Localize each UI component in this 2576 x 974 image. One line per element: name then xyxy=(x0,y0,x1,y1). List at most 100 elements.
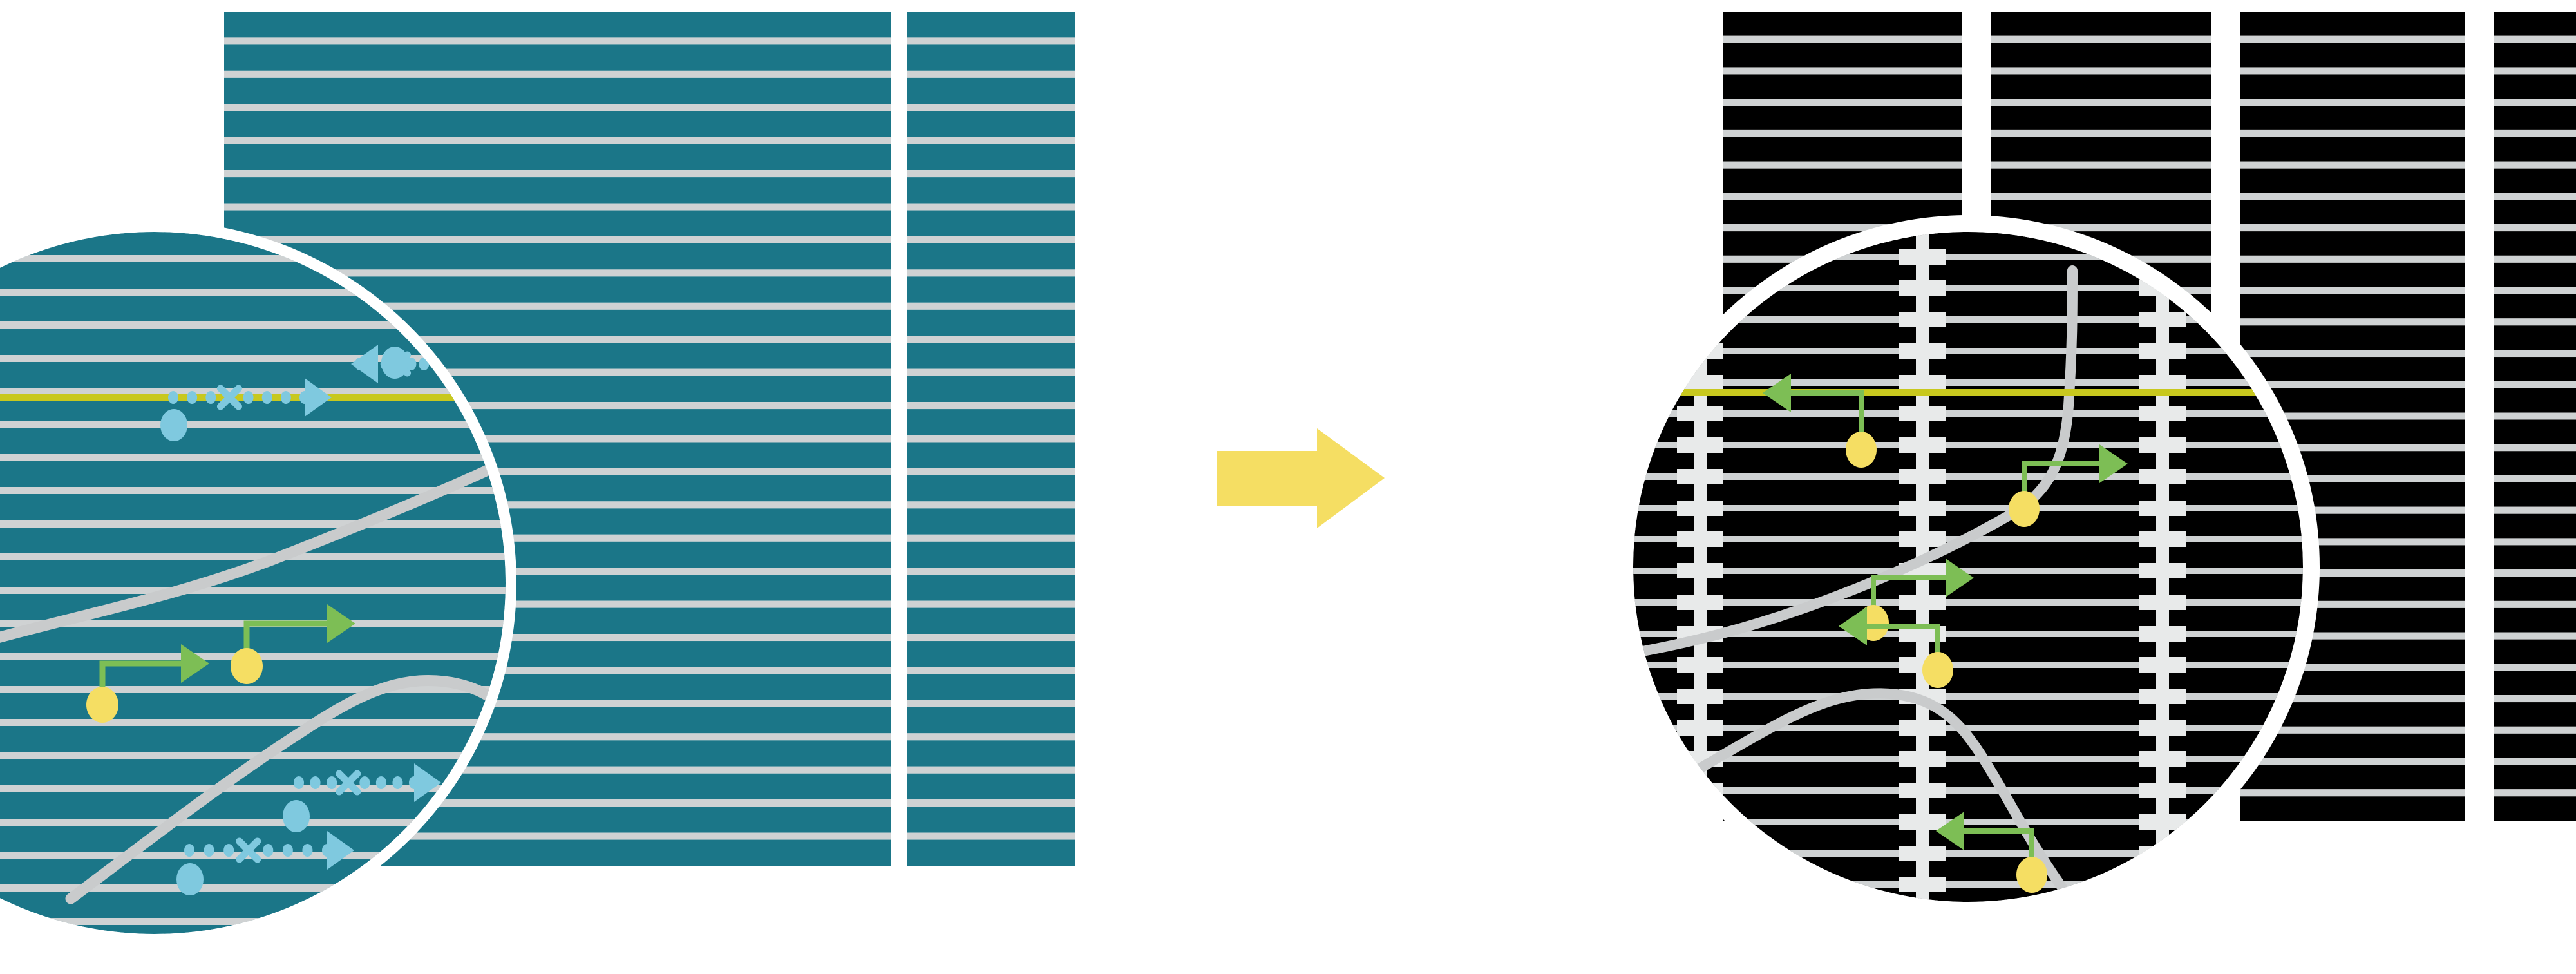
stripe-gridline xyxy=(2494,538,2576,546)
grid-crossing-tick xyxy=(2139,469,2186,484)
grid-crossing-tick xyxy=(1899,280,1946,296)
grid-crossing-tick xyxy=(2139,312,2186,327)
grid-crossing-tick xyxy=(1677,406,1723,421)
stripe-gridline xyxy=(907,170,1075,178)
stripe-bar xyxy=(1723,137,1962,162)
stripe-bar xyxy=(2494,294,2576,319)
magnifier-gridline xyxy=(0,454,506,461)
stripe-bar xyxy=(907,343,1075,369)
stripe-gridline xyxy=(2240,695,2465,703)
stripe-gridline xyxy=(2494,506,2576,514)
stripe-bar xyxy=(1991,74,2211,99)
stripe-gridline xyxy=(1723,67,1962,75)
stripe-gridline xyxy=(2240,381,2465,388)
magnifier-gridline-horizontal xyxy=(1633,850,2303,857)
dotted-arrow-dot xyxy=(280,391,291,404)
stripe-gridline xyxy=(224,634,891,642)
stripe-gridline xyxy=(2240,255,2465,263)
stripe-gridline xyxy=(2240,287,2465,294)
stripe-bar xyxy=(2240,168,2465,193)
stripe-bar xyxy=(1991,43,2211,68)
stripe-bar xyxy=(224,44,891,71)
arrowhead-right-icon xyxy=(305,378,332,417)
stripe-gridline xyxy=(2494,255,2576,263)
stripe-gridline xyxy=(224,700,891,707)
dotted-arrow-dot xyxy=(263,844,274,857)
grid-crossing-tick xyxy=(1677,437,1723,453)
stripe-bar xyxy=(2494,106,2576,130)
data-point-marker xyxy=(1922,652,1953,688)
stripe-gridline xyxy=(2494,318,2576,326)
stripe-gridline xyxy=(2240,506,2465,514)
arrowhead-right-icon xyxy=(2099,444,2128,483)
dotted-arrow-dot xyxy=(310,776,321,789)
dotted-arrow-dot xyxy=(375,776,386,789)
stripe-bar xyxy=(2494,482,2576,507)
stripe-bar xyxy=(2494,765,2576,790)
stripe-gridline xyxy=(2240,318,2465,326)
green-arrow-left-mid xyxy=(1839,607,1953,688)
stripe-gridline xyxy=(907,501,1075,509)
stripe-bar xyxy=(2494,702,2576,727)
stripe-gridline xyxy=(2494,475,2576,482)
stripe-bar xyxy=(907,177,1075,204)
grid-crossing-tick xyxy=(1899,343,1946,359)
stripe-gridline xyxy=(224,302,891,310)
grid-crossing-tick xyxy=(2139,563,2186,578)
stripe-gridline xyxy=(224,766,891,774)
dotted-arrow-right-lower-a xyxy=(283,763,441,832)
stripe-bar xyxy=(2240,765,2465,790)
right-magnifier-circle xyxy=(1633,232,2303,902)
stripe-bar xyxy=(2240,357,2465,381)
data-point-marker xyxy=(283,800,310,832)
grid-crossing-tick xyxy=(2139,375,2186,390)
stripe-gridline xyxy=(1991,161,2211,169)
stripe-bar xyxy=(2494,451,2576,475)
stripe-gridline xyxy=(1991,35,2211,43)
grid-crossing-tick xyxy=(1899,595,1946,610)
dotted-arrow-x-marker xyxy=(336,770,361,796)
stripe-gridline xyxy=(907,302,1075,310)
transition-right-arrow xyxy=(1217,428,1385,528)
stripe-gridline xyxy=(2240,538,2465,546)
stripe-gridline xyxy=(2494,129,2576,137)
grid-crossing-tick xyxy=(1899,375,1946,390)
stripe-gridline xyxy=(2494,758,2576,765)
stripe-bar xyxy=(224,77,891,104)
magnifier-gridline xyxy=(0,653,506,660)
dotted-arrow-dot xyxy=(223,844,234,857)
stripe-bar xyxy=(907,641,1075,667)
contour-curve-lower xyxy=(65,675,506,933)
stripe-gridline xyxy=(1723,99,1962,106)
grid-crossing-tick xyxy=(1899,249,1946,265)
stripe-bar xyxy=(2240,294,2465,319)
stripe-gridline xyxy=(224,667,891,674)
stripe-gridline xyxy=(2240,193,2465,200)
stripe-gridline xyxy=(907,534,1075,542)
stripe-gridline xyxy=(1723,35,1962,43)
stripe-gridline xyxy=(1723,129,1962,137)
stripe-gridline xyxy=(224,37,891,45)
stripe-gridline xyxy=(2494,569,2576,577)
magnifier-gridline xyxy=(0,752,506,759)
green-arrow-right-a xyxy=(231,604,355,684)
magnifier-gridline-horizontal xyxy=(1633,725,2303,731)
data-point-marker xyxy=(176,863,204,895)
arrowhead-left-icon xyxy=(1839,607,1867,645)
magnifier-gridline-horizontal xyxy=(1633,662,2303,668)
dotted-arrow-dot xyxy=(327,776,337,789)
stripe-bar xyxy=(224,144,891,171)
stripe-bar xyxy=(907,674,1075,700)
stripe-bar xyxy=(907,409,1075,435)
magnifier-gridline-horizontal xyxy=(1633,442,2303,448)
stripe-bar xyxy=(2240,137,2465,162)
grid-crossing-tick xyxy=(2139,783,2186,798)
stripe-bar xyxy=(907,309,1075,336)
magnifier-gridline xyxy=(0,884,506,892)
stripe-gridline xyxy=(907,799,1075,807)
grid-crossing-tick xyxy=(1899,783,1946,798)
stripe-bar xyxy=(2494,74,2576,99)
stripe-gridline xyxy=(907,766,1075,774)
arrowhead-right-icon xyxy=(327,604,355,643)
stripe-gridline xyxy=(2494,224,2576,232)
